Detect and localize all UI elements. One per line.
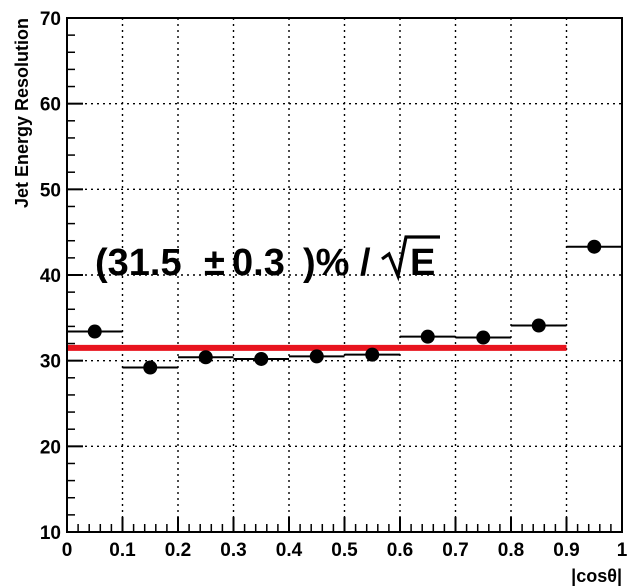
annotation-unit: )% / (303, 242, 371, 284)
x-tick-label: 0.4 (276, 540, 303, 561)
data-point (511, 318, 567, 333)
y-tick-label: 50 (40, 180, 61, 201)
axis-ticks (66, 17, 623, 533)
data-marker (254, 351, 269, 366)
annotation-plus-minus: ± (204, 242, 225, 284)
sqrt-symbol-icon (381, 235, 440, 282)
annotation-error: 0.3 (232, 242, 285, 284)
data-marker (365, 347, 380, 362)
x-tick-label: 0.9 (553, 540, 579, 561)
data-point (289, 349, 345, 364)
data-point (178, 350, 234, 365)
x-tick-label: 0 (62, 540, 73, 561)
x-tick-label: 0.1 (109, 540, 136, 561)
grid (67, 18, 622, 532)
x-tick-label: 0.5 (331, 540, 358, 561)
x-axis-title: |cosθ| (571, 566, 622, 586)
y-axis-title: Jet Energy Resolution (12, 18, 32, 208)
data-marker (87, 324, 102, 339)
x-tick-label: 0.7 (442, 540, 468, 561)
data-point (566, 239, 622, 254)
y-tick-label: 20 (40, 437, 61, 458)
annotation-variable: E (410, 242, 435, 284)
data-points (67, 239, 622, 375)
data-marker (587, 239, 602, 254)
data-marker (309, 349, 324, 364)
data-point (344, 347, 400, 362)
data-marker (143, 360, 158, 375)
data-point (455, 330, 511, 345)
x-tick-label: 1 (617, 540, 628, 561)
tick-labels: 0 0.1 0.2 0.3 0.4 0.5 0.6 0.7 0.8 0.9 1 10 20 30 40 50 6… (40, 9, 628, 561)
y-tick-label: 70 (40, 9, 61, 30)
annotation-value: (31.5 (95, 242, 182, 284)
data-point (122, 360, 178, 375)
y-tick-label: 30 (40, 352, 61, 373)
y-tick-label: 10 (40, 523, 61, 544)
y-tick-label: 40 (40, 266, 61, 287)
data-marker (198, 350, 213, 365)
data-marker (531, 318, 546, 333)
x-tick-label: 0.3 (220, 540, 246, 561)
y-tick-label: 60 (40, 95, 61, 116)
x-tick-label: 0.6 (387, 540, 413, 561)
data-marker (476, 330, 491, 345)
x-tick-label: 0.2 (165, 540, 191, 561)
data-point (400, 329, 456, 344)
x-tick-label: 0.8 (498, 540, 524, 561)
data-marker (420, 329, 435, 344)
fit-result-annotation: (31.5 ± 0.3 )% / E (95, 235, 440, 284)
data-point (233, 351, 289, 366)
data-point (67, 324, 123, 339)
